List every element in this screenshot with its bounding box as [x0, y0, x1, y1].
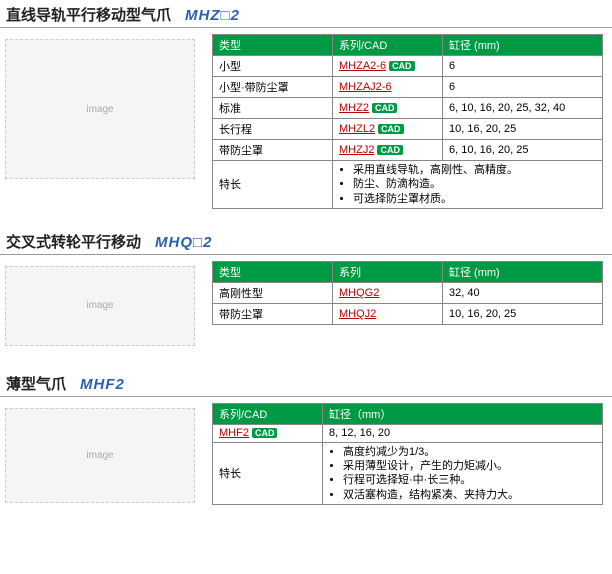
- series-link[interactable]: MHQG2: [339, 287, 379, 299]
- table-header: 缸径（mm）: [323, 403, 603, 424]
- series-link[interactable]: MHZL2: [339, 123, 375, 135]
- series-link[interactable]: MHQJ2: [339, 308, 376, 320]
- table-header: 缸径 (mm): [443, 35, 603, 56]
- section-content: image类型系列/CAD缸径 (mm)小型MHZA2-6CAD6小型·带防尘罩…: [0, 34, 612, 209]
- table-header: 系列/CAD: [333, 35, 443, 56]
- section-title-row: 薄型气爪 MHF2: [0, 369, 612, 397]
- series-link[interactable]: MHZJ2: [339, 144, 374, 156]
- product-image: image: [5, 39, 195, 179]
- bore-cell: 10, 16, 20, 25: [443, 119, 603, 140]
- bore-cell: 6: [443, 56, 603, 77]
- features-cell: 高度约减少为1/3。采用薄型设计，产生的力矩减小。行程可选择短·中·长三种。双活…: [323, 442, 603, 504]
- feature-item: 双活塞构造，结构紧凑、夹持力大。: [343, 488, 596, 502]
- section-2: 薄型气爪MHF2image系列/CAD缸径（mm）MHF2CAD8, 12, 1…: [0, 369, 612, 508]
- table-row: 长行程MHZL2CAD10, 16, 20, 25: [213, 119, 603, 140]
- feature-item: 可选择防尘罩材质。: [353, 192, 596, 206]
- table-row: 带防尘罩MHZJ2CAD6, 10, 16, 20, 25: [213, 140, 603, 161]
- features-row: 特长高度约减少为1/3。采用薄型设计，产生的力矩减小。行程可选择短·中·长三种。…: [213, 442, 603, 504]
- section-content: image 类型系列缸径 (mm) 高刚性型 MHQG2 32, 40 带防尘罩 MHQJ2…: [0, 261, 612, 351]
- bore-cell: 6, 10, 16, 20, 25, 32, 40: [443, 98, 603, 119]
- features-cell: 采用直线导轨，高刚性、高精度。防尘、防滴构造。可选择防尘罩材质。: [333, 161, 603, 209]
- title-model: MHQ□2: [155, 234, 212, 251]
- series-link[interactable]: MHZAJ2-6: [339, 81, 392, 93]
- type-cell: 标准: [213, 98, 333, 119]
- feature-item: 采用直线导轨，高刚性、高精度。: [353, 163, 596, 177]
- features-label: 特长: [213, 442, 323, 504]
- cad-badge[interactable]: CAD: [389, 61, 415, 71]
- series-cell: MHZA2-6CAD: [333, 56, 443, 77]
- table-row: 带防尘罩 MHQJ2 10, 16, 20, 25: [213, 303, 603, 324]
- section-title-row: 直线导轨平行移动型气爪 MHZ□2: [0, 0, 612, 28]
- title-cn: 直线导轨平行移动型气爪: [6, 4, 171, 25]
- series-link[interactable]: MHZ2: [339, 102, 369, 114]
- spec-table: 系列/CAD缸径（mm）MHF2CAD8, 12, 16, 20特长高度约减少为…: [212, 403, 603, 505]
- series-cell: MHZAJ2-6: [333, 77, 443, 98]
- section-1: 交叉式转轮平行移动 MHQ□2 image 类型系列缸径 (mm) 高刚性型 MHQG2 3…: [0, 227, 612, 351]
- cad-badge[interactable]: CAD: [372, 103, 398, 113]
- feature-item: 行程可选择短·中·长三种。: [343, 473, 596, 487]
- type-cell: 小型·带防尘罩: [213, 77, 333, 98]
- type-cell: 高刚性型: [213, 282, 333, 303]
- table-header: 类型: [213, 261, 333, 282]
- type-cell: 小型: [213, 56, 333, 77]
- section-title-row: 交叉式转轮平行移动 MHQ□2: [0, 227, 612, 255]
- product-image-area: image: [0, 34, 200, 184]
- title-model: MHZ□2: [185, 7, 240, 24]
- feature-item: 高度约减少为1/3。: [343, 445, 596, 459]
- series-cell: MHQJ2: [333, 303, 443, 324]
- type-cell: 带防尘罩: [213, 303, 333, 324]
- series-cell: MHZ2CAD: [333, 98, 443, 119]
- cad-badge[interactable]: CAD: [252, 428, 278, 438]
- table-header: 系列: [333, 261, 443, 282]
- series-link[interactable]: MHF2: [219, 427, 249, 439]
- section-content: image系列/CAD缸径（mm）MHF2CAD8, 12, 16, 20特长高…: [0, 403, 612, 508]
- bore-cell: 6: [443, 77, 603, 98]
- feature-item: 采用薄型设计，产生的力矩减小。: [343, 459, 596, 473]
- title-cn: 薄型气爪: [6, 373, 66, 394]
- table-row: 小型·带防尘罩 MHZAJ2-6 6: [213, 77, 603, 98]
- series-link[interactable]: MHZA2-6: [339, 60, 386, 72]
- section-0: 直线导轨平行移动型气爪MHZ□2image类型系列/CAD缸径 (mm)小型MH…: [0, 0, 612, 209]
- bore-cell: 32, 40: [443, 282, 603, 303]
- type-cell: 带防尘罩: [213, 140, 333, 161]
- title-model: MHF2: [80, 376, 125, 393]
- bore-cell: 8, 12, 16, 20: [323, 424, 603, 442]
- feature-item: 防尘、防滴构造。: [353, 177, 596, 191]
- series-cell: MHF2CAD: [213, 424, 323, 442]
- spec-table: 类型系列/CAD缸径 (mm)小型MHZA2-6CAD6小型·带防尘罩MHZAJ…: [212, 34, 603, 209]
- cad-badge[interactable]: CAD: [378, 124, 404, 134]
- bore-cell: 6, 10, 16, 20, 25: [443, 140, 603, 161]
- table-row: 小型MHZA2-6CAD6: [213, 56, 603, 77]
- title-cn: 交叉式转轮平行移动: [6, 231, 141, 252]
- features-label: 特长: [213, 161, 333, 209]
- bore-cell: 10, 16, 20, 25: [443, 303, 603, 324]
- product-image: image: [5, 408, 195, 503]
- table-header: 缸径 (mm): [443, 261, 603, 282]
- cad-badge[interactable]: CAD: [377, 145, 403, 155]
- product-image: image: [5, 266, 195, 346]
- product-image-area: image: [0, 261, 200, 351]
- table-row: 高刚性型 MHQG2 32, 40: [213, 282, 603, 303]
- spec-table: 类型系列缸径 (mm) 高刚性型 MHQG2 32, 40 带防尘罩 MHQJ2 10, 1…: [212, 261, 603, 325]
- table-row: MHF2CAD8, 12, 16, 20: [213, 424, 603, 442]
- table-row: 标准MHZ2CAD6, 10, 16, 20, 25, 32, 40: [213, 98, 603, 119]
- table-header: 类型: [213, 35, 333, 56]
- features-row: 特长采用直线导轨，高刚性、高精度。防尘、防滴构造。可选择防尘罩材质。: [213, 161, 603, 209]
- product-image-area: image: [0, 403, 200, 508]
- type-cell: 长行程: [213, 119, 333, 140]
- table-header: 系列/CAD: [213, 403, 323, 424]
- series-cell: MHZJ2CAD: [333, 140, 443, 161]
- series-cell: MHZL2CAD: [333, 119, 443, 140]
- series-cell: MHQG2: [333, 282, 443, 303]
